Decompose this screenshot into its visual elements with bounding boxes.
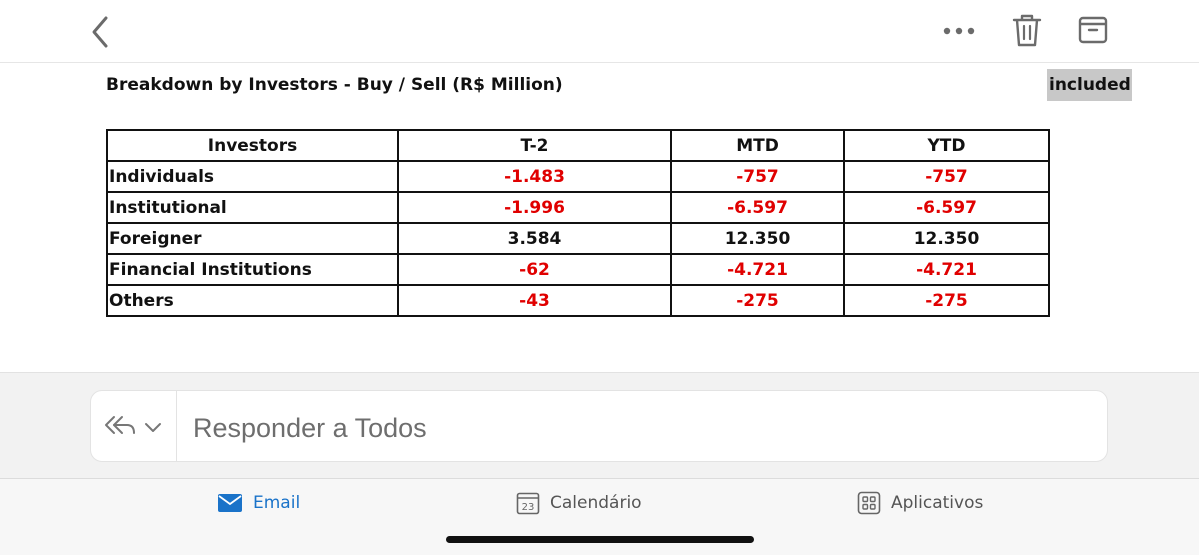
chevron-left-icon bbox=[92, 16, 108, 48]
reply-all-icon bbox=[105, 416, 135, 434]
chevron-down-icon bbox=[145, 423, 161, 432]
email-body: Breakdown by Investors - Buy / Sell (R$ … bbox=[0, 63, 1199, 371]
table-row: Individuals -1.483 -757 -757 bbox=[106, 160, 1050, 193]
tab-email-label: Email bbox=[253, 493, 301, 513]
value-t2: -1.483 bbox=[397, 160, 672, 193]
reply-box bbox=[90, 390, 1108, 462]
value-mtd: -6.597 bbox=[670, 191, 845, 224]
delete-button[interactable] bbox=[1010, 12, 1044, 50]
investor-name: Financial Institutions bbox=[106, 253, 399, 286]
reply-area bbox=[0, 372, 1199, 479]
investor-name: Individuals bbox=[106, 160, 399, 193]
top-bar bbox=[0, 0, 1199, 63]
investor-name: Foreigner bbox=[106, 222, 399, 255]
table-header-row: Investors T-2 MTD YTD bbox=[106, 129, 1050, 162]
investor-name: Institutional bbox=[106, 191, 399, 224]
back-button[interactable] bbox=[86, 12, 118, 52]
trash-icon bbox=[1012, 14, 1042, 47]
highlighted-text: included bbox=[1047, 69, 1132, 101]
calendar-day: 23 bbox=[522, 502, 535, 513]
value-mtd: -4.721 bbox=[670, 253, 845, 286]
investors-table: Investors T-2 MTD YTD Individuals -1.483… bbox=[106, 129, 1050, 317]
value-ytd: -6.597 bbox=[843, 191, 1050, 224]
header-investors: Investors bbox=[106, 129, 399, 162]
header-ytd: YTD bbox=[843, 129, 1050, 162]
table-heading: Breakdown by Investors - Buy / Sell (R$ … bbox=[106, 75, 563, 95]
value-t2: 3.584 bbox=[397, 222, 672, 255]
value-mtd: -757 bbox=[670, 160, 845, 193]
table-row: Financial Institutions -62 -4.721 -4.721 bbox=[106, 253, 1050, 286]
table-row: Institutional -1.996 -6.597 -6.597 bbox=[106, 191, 1050, 224]
tab-bar: Email 23 Calendário Aplicativos bbox=[0, 478, 1199, 555]
tab-calendar[interactable]: 23 Calendário bbox=[516, 489, 642, 517]
value-ytd: -4.721 bbox=[843, 253, 1050, 286]
calendar-icon: 23 bbox=[516, 492, 540, 515]
archive-button[interactable] bbox=[1074, 12, 1112, 48]
value-ytd: -757 bbox=[843, 160, 1050, 193]
home-indicator[interactable] bbox=[446, 536, 754, 543]
tab-apps[interactable]: Aplicativos bbox=[857, 489, 983, 517]
value-ytd: 12.350 bbox=[843, 222, 1050, 255]
more-button[interactable] bbox=[940, 18, 978, 44]
table-row: Foreigner 3.584 12.350 12.350 bbox=[106, 222, 1050, 255]
reply-mode-button[interactable] bbox=[91, 391, 177, 461]
header-t2: T-2 bbox=[397, 129, 672, 162]
tab-calendar-label: Calendário bbox=[550, 493, 642, 513]
tab-apps-label: Aplicativos bbox=[891, 493, 984, 513]
value-t2: -43 bbox=[397, 284, 672, 317]
investor-name: Others bbox=[106, 284, 399, 317]
value-t2: -62 bbox=[397, 253, 672, 286]
value-ytd: -275 bbox=[843, 284, 1050, 317]
value-mtd: 12.350 bbox=[670, 222, 845, 255]
mail-icon bbox=[218, 494, 242, 512]
value-t2: -1.996 bbox=[397, 191, 672, 224]
header-mtd: MTD bbox=[670, 129, 845, 162]
ellipsis-icon bbox=[943, 27, 975, 35]
value-mtd: -275 bbox=[670, 284, 845, 317]
reply-input[interactable] bbox=[191, 407, 1075, 449]
archive-icon bbox=[1078, 16, 1108, 44]
apps-grid-icon bbox=[857, 491, 881, 515]
table-row: Others -43 -275 -275 bbox=[106, 284, 1050, 317]
tab-email[interactable]: Email bbox=[217, 489, 300, 517]
